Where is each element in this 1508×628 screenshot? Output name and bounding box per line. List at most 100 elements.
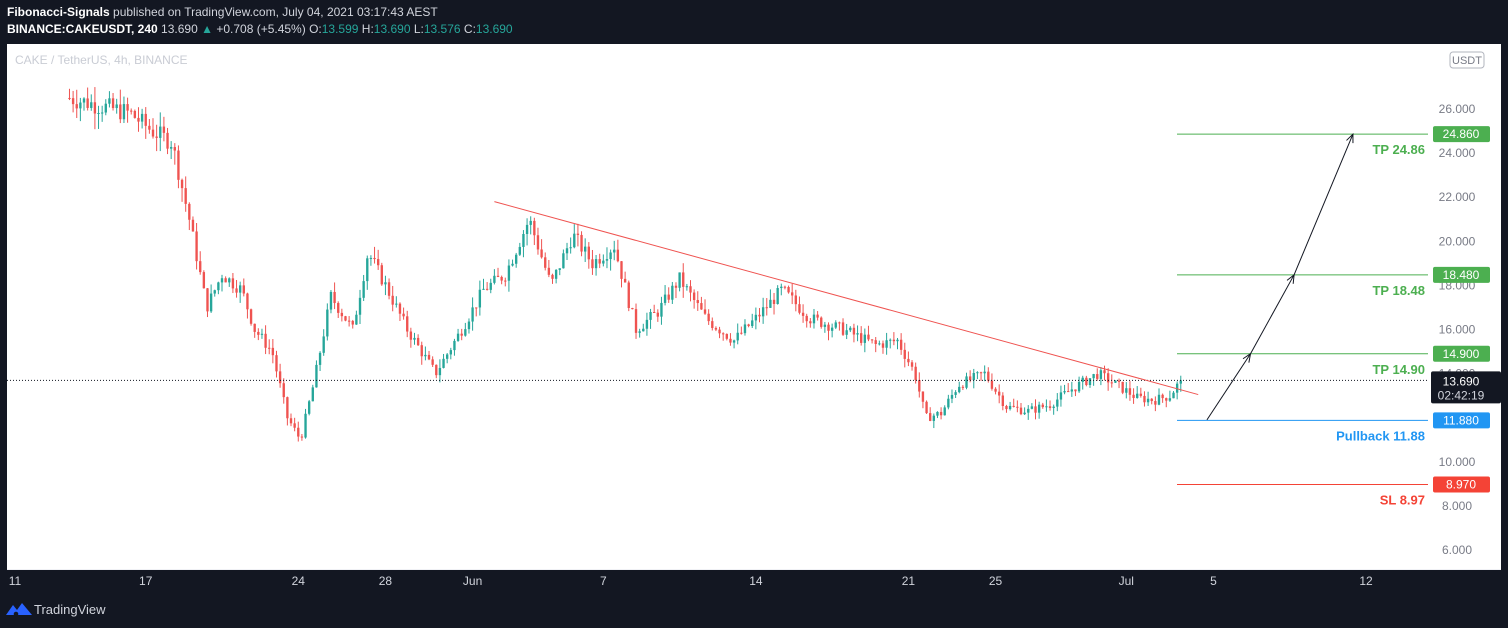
level-name-label: TP 14.90 — [1372, 362, 1425, 377]
y-tick-label: 8.000 — [1442, 499, 1472, 513]
candle-body — [373, 257, 376, 260]
candle-body — [406, 316, 409, 332]
candle-body — [638, 331, 641, 333]
candle-body — [1150, 398, 1153, 402]
candle-body — [286, 397, 289, 419]
level-name-label: TP 24.86 — [1372, 142, 1425, 157]
projection-arrow-line[interactable] — [1293, 133, 1354, 276]
candle-body — [424, 354, 427, 357]
resistance-trendline[interactable] — [494, 201, 1199, 396]
current-price-label: 13.690 — [1443, 374, 1480, 388]
price-change: +0.708 (+5.45%) — [216, 22, 306, 36]
candle-body — [551, 274, 554, 279]
projection-arrow-line[interactable] — [1206, 353, 1251, 421]
candle-body — [736, 332, 739, 341]
candle-body — [1175, 383, 1179, 393]
candle-body — [1168, 398, 1172, 401]
candle-body — [878, 343, 881, 345]
candle-body — [493, 275, 496, 283]
candle-body — [740, 332, 743, 334]
candle-body — [173, 147, 176, 151]
candle-body — [358, 297, 362, 315]
candle-body — [838, 322, 841, 324]
tradingview-brand[interactable]: TradingView — [34, 602, 106, 617]
level-price-tag — [1433, 476, 1490, 493]
candle-body — [104, 103, 107, 113]
candle-body — [769, 299, 772, 308]
candle-body — [1114, 380, 1117, 383]
candle-body — [337, 303, 340, 313]
candle-body — [653, 312, 656, 314]
close-label: C: — [463, 22, 476, 36]
candle-body — [1157, 394, 1161, 405]
candle-body — [1143, 395, 1146, 403]
candle-body — [333, 291, 336, 304]
candle-body — [155, 136, 158, 138]
candle-body — [1034, 406, 1037, 413]
candle-body — [1103, 370, 1106, 374]
candle-body — [947, 398, 950, 408]
candle-body — [794, 295, 798, 305]
tradingview-logo-icon[interactable] — [6, 601, 32, 617]
currency-badge[interactable] — [1449, 51, 1485, 69]
candle-body — [137, 117, 140, 122]
candle-body — [344, 316, 347, 321]
candle-body — [863, 334, 867, 343]
candle-body — [987, 371, 990, 381]
candle-body — [409, 331, 413, 340]
candle-body — [1001, 395, 1005, 407]
candle-body — [918, 380, 921, 392]
candle-body — [456, 333, 460, 341]
chart-area[interactable]: CAKE / TetherUS, 4h, BINANCE USDT 6.000 8.0… — [7, 44, 1501, 590]
arrowhead-icon — [1346, 132, 1354, 144]
price-chart[interactable]: CAKE / TetherUS, 4h, BINANCE USDT 6.000 8.0… — [7, 44, 1501, 590]
time-axis-background — [7, 570, 1501, 590]
candle-body — [435, 364, 438, 376]
candle-body — [300, 436, 304, 438]
candle-body — [369, 257, 373, 259]
candle-body — [747, 324, 750, 327]
low-value: 13.576 — [423, 22, 461, 36]
candle-body — [391, 295, 394, 305]
candle-body — [1056, 399, 1059, 407]
candle-body — [674, 285, 678, 288]
candle-body — [820, 317, 823, 327]
symbol-label[interactable]: BINANCE:CAKEUSDT, 240 — [7, 22, 158, 36]
candle-body — [460, 333, 463, 336]
candle-body — [380, 265, 383, 285]
candle-body — [1041, 404, 1044, 408]
candle-body — [845, 330, 848, 335]
candle-body — [1030, 406, 1034, 409]
level-price-tag — [1433, 266, 1490, 283]
candle-body — [249, 309, 253, 324]
candle-body — [682, 272, 685, 287]
projection-arrow-line[interactable] — [1250, 274, 1295, 354]
candle-body — [602, 260, 605, 264]
candle-body — [772, 299, 776, 304]
y-tick-label: 6.000 — [1442, 543, 1472, 557]
candle-body — [663, 294, 667, 303]
candle-body — [972, 372, 975, 380]
candle-body — [246, 293, 249, 310]
candle-body — [525, 224, 529, 234]
y-tick-label: 26.000 — [1439, 102, 1476, 116]
candle-body — [82, 98, 86, 103]
candle-body — [275, 355, 278, 372]
candle-body — [976, 372, 979, 374]
candle-body — [754, 314, 758, 321]
candle-body — [485, 288, 489, 290]
candle-body — [896, 339, 899, 342]
candle-body — [202, 272, 206, 289]
candle-body — [732, 340, 736, 343]
candle-body — [86, 98, 89, 108]
candle-body — [504, 280, 507, 282]
candle-body — [376, 259, 380, 266]
candle-body — [725, 334, 728, 339]
candle-body — [398, 303, 402, 314]
candle-body — [326, 309, 329, 337]
publisher-name[interactable]: Fibonacci-Signals — [7, 5, 110, 19]
x-tick-label: 14 — [749, 574, 763, 588]
candle-body — [547, 267, 551, 275]
candle-body — [809, 321, 812, 324]
candle-body — [536, 235, 540, 250]
